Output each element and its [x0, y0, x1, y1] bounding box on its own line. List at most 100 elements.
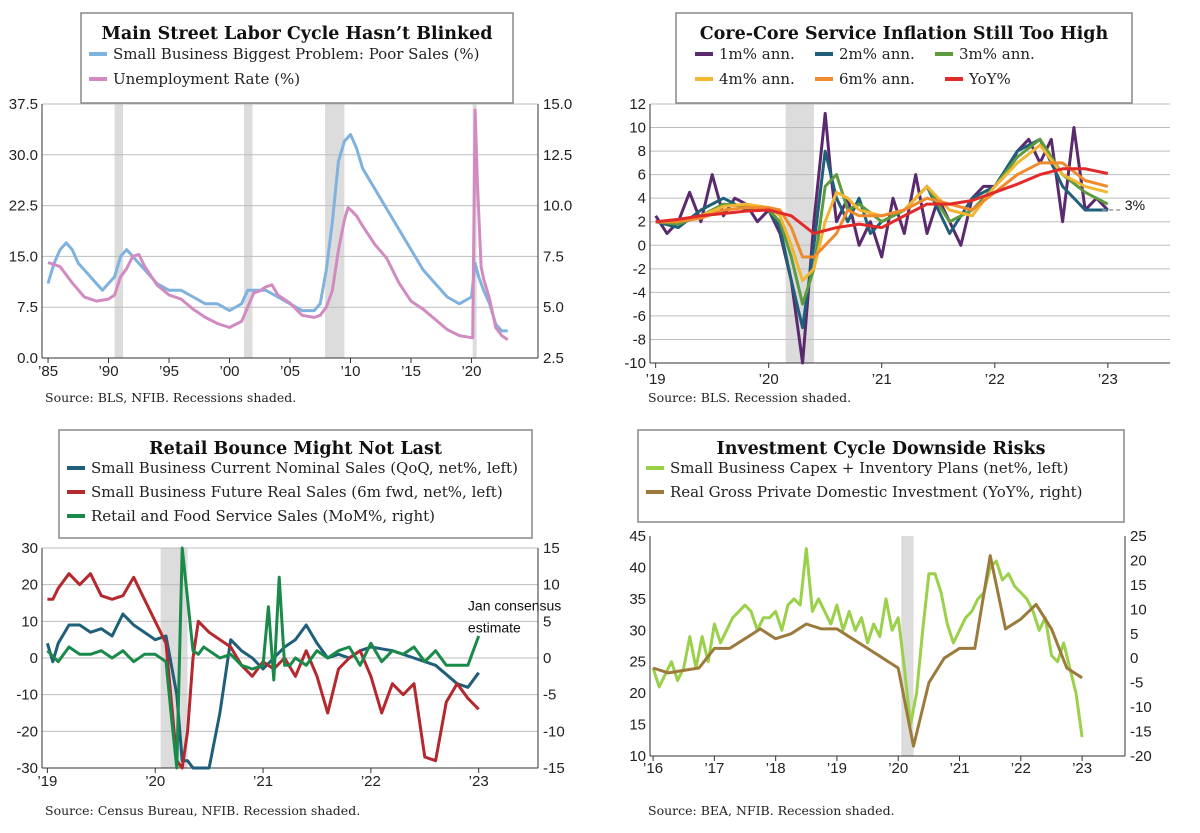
y-left-tick-label: 45: [629, 528, 646, 545]
x-tick-label: ’23: [1072, 760, 1092, 777]
x-tick-label: ’19: [646, 371, 666, 388]
x-tick-label: ’23: [1098, 371, 1118, 388]
x-tick-label: ’95: [159, 363, 179, 380]
y-right-tick-label: 15.0: [543, 96, 572, 113]
series-line-0: [46, 133, 508, 333]
y-left-tick-label: 37.5: [9, 96, 38, 113]
y-right-tick-label: -10: [543, 723, 565, 740]
legend-label: Retail and Food Service Sales (MoM%, rig…: [91, 507, 435, 525]
recession-band: [785, 104, 814, 363]
y-right-tick-label: 7.5: [543, 248, 564, 265]
chart-title: Main Street Labor Cycle Hasn’t Blinked: [101, 24, 492, 44]
source-note: Source: BLS. Recession shaded.: [648, 390, 851, 405]
x-tick-label: ’05: [280, 363, 300, 380]
x-tick-label: ’22: [985, 371, 1005, 388]
y-right-tick-label: 5: [543, 613, 551, 630]
x-tick-label: ’10: [340, 363, 360, 380]
series-line-5: [655, 167, 1109, 235]
annotation: estimate: [468, 619, 521, 635]
x-tick-label: ’00: [219, 363, 239, 380]
y-left-tick-label: 40: [629, 559, 646, 576]
legend-label: YoY%: [968, 70, 1011, 88]
x-tick-label: ’20: [145, 773, 165, 790]
y-left-tick-label: 30.0: [9, 147, 38, 164]
x-tick-label: ’23: [469, 773, 489, 790]
x-tick-label: ’20: [888, 760, 908, 777]
y-right-tick-label: 10: [543, 577, 560, 594]
y-right-tick-label: 20: [1130, 552, 1147, 569]
x-tick-label: ’17: [704, 760, 724, 777]
y-right-tick-label: -5: [543, 687, 556, 704]
series-line-1: [655, 137, 1108, 330]
series-line-0: [651, 547, 1084, 738]
y-left-tick-label: 7.5: [17, 299, 38, 316]
legend-label: Small Business Current Nominal Sales (Qo…: [91, 459, 518, 477]
y-right-tick-label: 12.5: [543, 147, 572, 164]
y-left-tick-label: -20: [16, 723, 38, 740]
y-left-tick-label: 15.0: [9, 248, 38, 265]
y-right-tick-label: 5: [1130, 626, 1138, 643]
x-tick-label: ’90: [99, 363, 119, 380]
y-left-tick-label: -10: [624, 355, 646, 372]
y-left-tick-label: 35: [629, 591, 646, 608]
legend-label: Small Business Future Real Sales (6m fwd…: [91, 483, 503, 501]
y-right-tick-label: 10.0: [543, 198, 572, 215]
legend-label: 6m% ann.: [839, 70, 915, 88]
y-right-tick-label: -5: [1130, 675, 1143, 692]
chart-retail-bounce: -30 -20 -10 0 10 20 30 -15 -10 -5 0 5 10 15 ’19 ’20 ’21 ’…: [16, 429, 565, 818]
legend-label: Small Business Biggest Problem: Poor Sal…: [113, 45, 480, 63]
series-line-2: [46, 546, 481, 770]
source-note: Source: BLS, NFIB. Recessions shaded.: [45, 390, 296, 405]
x-tick-label: ’22: [361, 773, 381, 790]
recession-band: [244, 104, 253, 358]
chart-labor-cycle: 0.0 7.5 15.0 22.5 30.0 37.5 2.5 5.0 7.5 10.0 12.5 1…: [9, 12, 572, 405]
recession-band: [114, 104, 124, 358]
y-left-tick-label: -2: [633, 261, 646, 278]
chart-investment-cycle: 10 15 20 25 30 35 40 45 -20 -15 -10 -5 0 5 10 15 20 25 ’16…: [629, 429, 1152, 818]
annotation: Jan consensus: [468, 597, 561, 613]
y-left-tick-label: 0: [638, 237, 646, 254]
series-line-4: [655, 161, 1109, 259]
y-left-tick-label: -10: [16, 687, 38, 704]
x-tick-label: ’16: [643, 760, 663, 777]
y-right-tick-label: 15: [543, 540, 560, 557]
legend-box: [80, 12, 514, 104]
x-tick-label: ’22: [1011, 760, 1031, 777]
y-right-tick-label: -15: [1130, 724, 1152, 741]
y-left-tick-label: 30: [629, 622, 646, 639]
series-line-1: [47, 572, 480, 770]
y-left-tick-label: 25: [629, 654, 646, 671]
source-note: Source: BEA, NFIB. Recession shaded.: [648, 803, 895, 818]
x-tick-label: ’20: [461, 363, 481, 380]
legend-label: Unemployment Rate (%): [113, 70, 300, 88]
legend-label: 1m% ann.: [719, 45, 795, 63]
y-left-tick-label: 20: [21, 577, 38, 594]
y-left-tick-label: 20: [629, 685, 646, 702]
y-left-tick-label: -4: [633, 284, 646, 301]
y-right-tick-label: -10: [1130, 699, 1152, 716]
y-left-tick-label: 0: [30, 650, 38, 667]
y-left-tick-label: -8: [633, 331, 646, 348]
y-left-tick-label: 10: [629, 748, 646, 765]
x-tick-label: ’21: [253, 773, 273, 790]
y-right-tick-label: 10: [1130, 601, 1147, 618]
y-left-tick-label: -6: [633, 308, 646, 325]
legend-box: [58, 429, 533, 539]
series-line-1: [652, 554, 1083, 748]
legend-label: 4m% ann.: [719, 70, 795, 88]
series-line-3: [655, 143, 1109, 283]
y-right-tick-label: -15: [543, 760, 565, 777]
legend-label: 3m% ann.: [959, 45, 1035, 63]
y-left-tick-label: 6: [638, 167, 646, 184]
y-left-tick-label: 22.5: [9, 198, 38, 215]
source-note: Source: Census Bureau, NFIB. Recession s…: [45, 803, 360, 818]
legend-box: [637, 429, 1125, 523]
y-left-tick-label: 10: [21, 613, 38, 630]
x-tick-label: ’20: [759, 371, 779, 388]
series-line-1: [47, 108, 509, 341]
y-right-tick-label: 5.0: [543, 299, 564, 316]
chart-title: Core-Core Service Inflation Still Too Hi…: [700, 24, 1109, 44]
y-right-tick-label: -20: [1130, 748, 1152, 765]
legend-label: Real Gross Private Domestic Investment (…: [670, 483, 1083, 501]
legend-label: 2m% ann.: [839, 45, 915, 63]
